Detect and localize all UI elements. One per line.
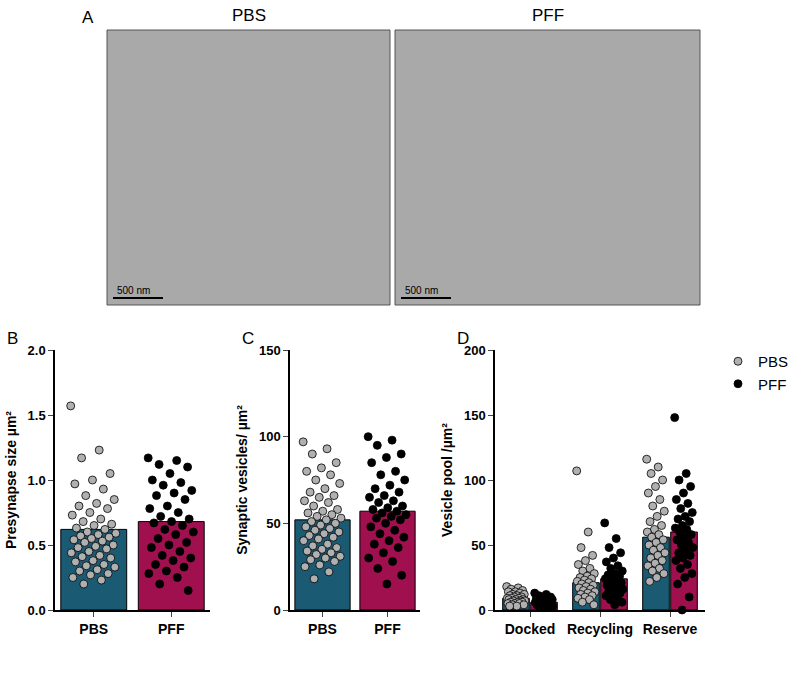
- svg-text:0: 0: [273, 603, 280, 618]
- svg-text:Presynapse size µm²: Presynapse size µm²: [3, 411, 19, 549]
- svg-text:PBS: PBS: [232, 6, 266, 25]
- svg-text:Recycling: Recycling: [567, 621, 633, 637]
- svg-text:PBS: PBS: [79, 621, 108, 637]
- svg-text:1.0: 1.0: [28, 473, 46, 488]
- svg-text:500 nm: 500 nm: [405, 285, 438, 296]
- svg-text:1.5: 1.5: [28, 408, 46, 423]
- svg-text:PBS: PBS: [758, 353, 788, 370]
- svg-text:B: B: [7, 329, 18, 348]
- svg-text:2.0: 2.0: [28, 343, 46, 358]
- svg-text:D: D: [457, 329, 469, 348]
- svg-text:0: 0: [478, 603, 485, 618]
- svg-text:Vesicle pool /µm²: Vesicle pool /µm²: [439, 423, 455, 537]
- svg-text:0.5: 0.5: [28, 538, 46, 553]
- svg-text:0.0: 0.0: [28, 603, 46, 618]
- svg-text:A: A: [82, 8, 94, 27]
- svg-text:PFF: PFF: [158, 621, 185, 637]
- svg-text:PFF: PFF: [758, 376, 786, 393]
- svg-text:50: 50: [471, 538, 485, 553]
- svg-text:Reserve: Reserve: [643, 621, 698, 637]
- svg-text:100: 100: [464, 473, 486, 488]
- svg-text:Docked: Docked: [505, 621, 556, 637]
- svg-text:200: 200: [464, 343, 486, 358]
- svg-text:150: 150: [464, 408, 486, 423]
- svg-text:C: C: [242, 329, 254, 348]
- svg-text:150: 150: [259, 343, 281, 358]
- svg-text:PBS: PBS: [308, 621, 337, 637]
- svg-text:50: 50: [266, 516, 280, 531]
- svg-text:PFF: PFF: [532, 6, 564, 25]
- svg-text:Synaptic vesicles/ µm²: Synaptic vesicles/ µm²: [234, 405, 250, 555]
- svg-text:PFF: PFF: [374, 621, 401, 637]
- svg-text:100: 100: [259, 429, 281, 444]
- svg-text:500 nm: 500 nm: [117, 285, 150, 296]
